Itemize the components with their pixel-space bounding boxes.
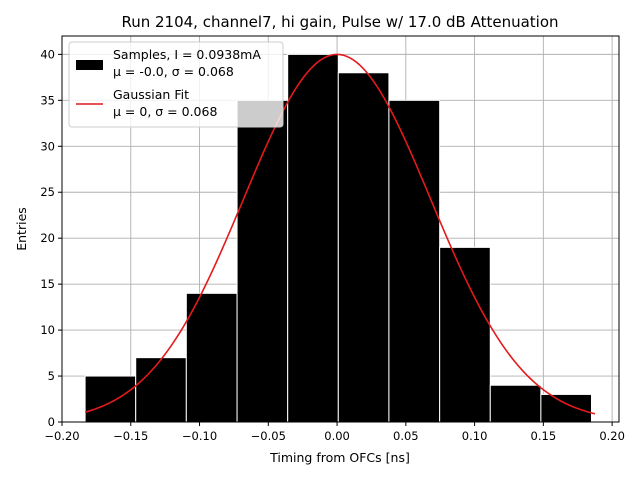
- y-tick-label: 15: [40, 277, 55, 291]
- legend-fit-label: Gaussian Fit: [113, 87, 189, 102]
- gaussian-fit-curve: [84, 53, 596, 415]
- histogram-bar: [84, 375, 137, 423]
- legend-histogram-swatch: [76, 60, 103, 70]
- histogram-bar: [287, 53, 339, 423]
- histogram-bar: [388, 99, 441, 423]
- x-tick-label: −0.15: [113, 429, 148, 443]
- x-tick-label: −0.10: [182, 429, 217, 443]
- legend-fit-stats: μ = 0, σ = 0.068: [113, 104, 217, 119]
- x-axis-ticks: −0.20 −0.15 −0.10 −0.05 0.00 0.05 0.10 0.15 0.20: [44, 422, 625, 443]
- y-tick-label: 0: [48, 415, 55, 429]
- histogram-bar: [439, 246, 491, 423]
- x-tick-label: 0.20: [599, 429, 625, 443]
- gaussian-fit-line: [84, 53, 596, 415]
- plot-frame: [61, 35, 620, 423]
- x-tick-label: −0.20: [44, 429, 79, 443]
- legend-box: [68, 41, 284, 128]
- legend-histogram-label: Samples, I = 0.0938mA: [113, 47, 261, 62]
- x-axis-label: Timing from OFCs [ns]: [269, 450, 410, 465]
- legend-histogram-stats: μ = -0.0, σ = 0.068: [113, 64, 234, 79]
- histogram-bar: [236, 99, 289, 423]
- x-tick-label: 0.05: [393, 429, 419, 443]
- y-tick-label: 30: [40, 139, 55, 153]
- histogram-bar: [135, 357, 187, 423]
- histogram-bar: [540, 393, 592, 423]
- histogram-bar: [185, 292, 238, 423]
- y-axis-label: Entries: [14, 207, 29, 251]
- y-tick-label: 10: [40, 323, 55, 337]
- x-tick-label: 0.10: [462, 429, 488, 443]
- chart-title: Run 2104, channel7, hi gain, Pulse w/ 17…: [121, 13, 558, 31]
- x-tick-label: −0.05: [251, 429, 286, 443]
- x-tick-label: 0.15: [531, 429, 557, 443]
- histogram-bars: [84, 53, 592, 423]
- y-tick-label: 40: [40, 47, 55, 61]
- histogram-bar: [337, 72, 390, 423]
- histogram-bar: [489, 384, 542, 423]
- x-tick-label: 0.00: [324, 429, 350, 443]
- y-tick-label: 25: [40, 185, 55, 199]
- y-tick-label: 20: [40, 231, 55, 245]
- legend: Samples, I = 0.0938mA μ = -0.0, σ = 0.06…: [68, 41, 284, 128]
- y-tick-label: 5: [48, 369, 55, 383]
- y-tick-label: 35: [40, 93, 55, 107]
- y-axis-ticks: 0 5 10 15 20 25 30 35 40: [40, 47, 62, 429]
